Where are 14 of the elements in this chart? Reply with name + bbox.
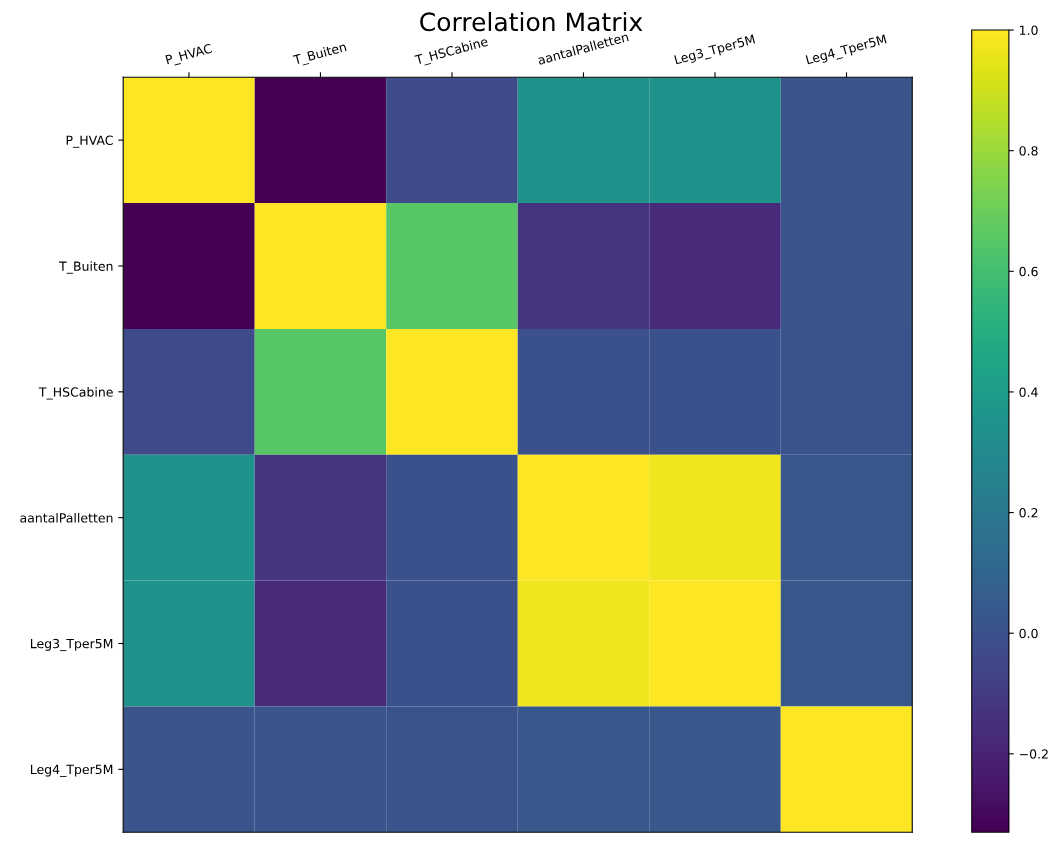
y-tick-label: Leg4_Tper5M <box>30 764 113 777</box>
color-bar-label: 0.8 <box>1019 146 1038 156</box>
chart-title: Correlation Matrix <box>420 11 643 32</box>
y-tick-label: aantalPalletten <box>20 512 113 523</box>
y-tick-label: Leg3_Tper5M <box>30 638 113 652</box>
color-bar-label: 0.0 <box>1019 628 1038 639</box>
color-bar-label: 0.2 <box>1019 508 1038 518</box>
y-tick-label: T_Buiten <box>59 261 113 274</box>
color-bar-label: 0.4 <box>1019 387 1038 397</box>
color-bar-label: −0.2 <box>1019 749 1048 759</box>
y-tick-label: T_HSCabine <box>38 387 113 400</box>
color-bar-label: 1.0 <box>1020 25 1038 35</box>
color-bar-label: 0.6 <box>1019 266 1038 277</box>
y-tick-label: P_HVAC <box>66 135 113 148</box>
